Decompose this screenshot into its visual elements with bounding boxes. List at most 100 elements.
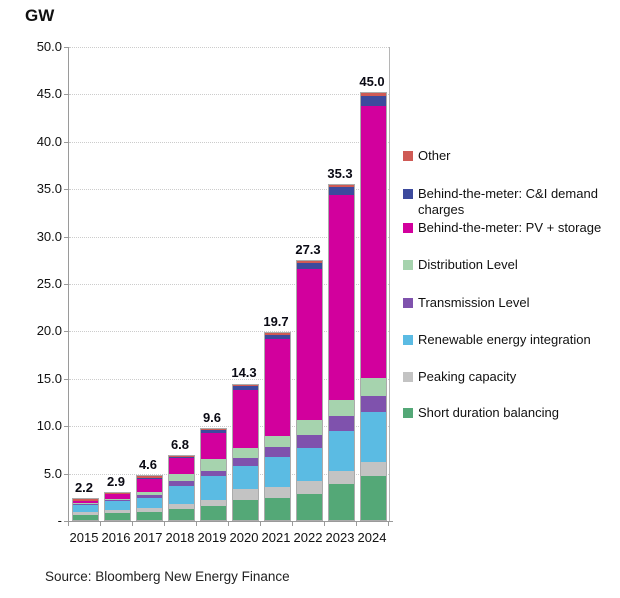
x-tick-mark <box>260 521 261 526</box>
legend-item: Other <box>403 148 617 164</box>
bar-segment <box>297 434 322 448</box>
gridline <box>69 47 389 48</box>
gridline <box>69 94 389 96</box>
y-tick-mark <box>64 378 68 380</box>
x-tick-label: 2020 <box>229 530 259 545</box>
legend-item: Behind-the-meter: PV + storage <box>403 220 617 236</box>
gridline <box>69 331 389 333</box>
bar-segment <box>329 430 354 471</box>
bar-segment <box>265 435 290 448</box>
y-tick-label: - <box>57 513 62 528</box>
bar-total-label: 35.3 <box>327 166 353 182</box>
x-tick-mark <box>356 521 357 526</box>
bar-segment <box>265 447 290 458</box>
legend-label: Behind-the-meter: C&I demand charges <box>418 186 598 218</box>
source-caption: Source: Bloomberg New Energy Finance <box>45 569 290 584</box>
bar-segment <box>233 457 258 466</box>
x-tick-label: 2024 <box>357 530 387 545</box>
bar-segment <box>361 93 386 97</box>
bar-segment <box>137 491 162 496</box>
bar-segment <box>265 457 290 487</box>
bar-segment <box>265 486 290 499</box>
bar-segment <box>105 512 130 520</box>
y-axis-unit-label: GW <box>25 6 55 25</box>
y-tick-mark <box>64 473 68 475</box>
legend-swatch <box>403 151 413 161</box>
y-tick-mark <box>64 141 68 143</box>
bar-segment <box>361 96 386 106</box>
bar-segment <box>233 500 258 520</box>
bar-segment <box>105 498 130 501</box>
legend-label: Transmission Level <box>418 295 530 310</box>
bar-segment <box>329 483 354 520</box>
bar-segment <box>105 501 130 511</box>
legend-label: Short duration balancing <box>418 405 559 420</box>
bar-segment <box>201 432 226 460</box>
bar-segment <box>105 494 130 499</box>
bar-segment <box>169 455 194 457</box>
bar-segment <box>297 268 322 421</box>
bar-segment <box>137 479 162 492</box>
bar-segment <box>233 465 258 490</box>
x-tick-label: 2016 <box>101 530 131 545</box>
stacked-bar-2022 <box>296 260 323 521</box>
legend-swatch <box>403 189 413 199</box>
y-tick-label: 40.0 <box>36 133 62 149</box>
bar-total-label: 2.2 <box>74 480 94 496</box>
stacked-bar-2018 <box>168 454 195 521</box>
bar-segment <box>361 411 386 463</box>
y-tick-mark <box>64 331 68 333</box>
bar-segment <box>233 447 258 458</box>
legend-swatch <box>403 298 413 308</box>
bar-segment <box>201 505 226 520</box>
legend-item: Renewable energy integration <box>403 332 617 348</box>
bar-segment <box>137 476 162 478</box>
legend-label: Renewable energy integration <box>418 332 591 347</box>
bar-segment <box>137 507 162 513</box>
x-tick-mark <box>100 521 101 526</box>
stacked-bar-2023 <box>328 184 355 521</box>
y-tick-label: 30.0 <box>36 228 62 244</box>
bar-segment <box>297 263 322 269</box>
y-tick-mark <box>64 189 68 191</box>
bar-segment <box>201 459 226 471</box>
bar-segment <box>233 384 258 387</box>
legend-item: Peaking capacity <box>403 369 617 385</box>
bar-segment <box>169 473 194 482</box>
legend-swatch <box>403 335 413 345</box>
bar-segment <box>297 447 322 482</box>
stacked-bar-2017 <box>136 475 163 521</box>
bar-segment <box>73 515 98 520</box>
stacked-bar-2019 <box>200 428 227 521</box>
bar-segment <box>201 476 226 501</box>
x-tick-mark <box>292 521 293 526</box>
bar-segment <box>169 508 194 520</box>
x-tick-mark <box>68 521 69 526</box>
legend-item: Behind-the-meter: C&I demand charges <box>403 186 617 219</box>
y-tick-label: 10.0 <box>36 418 62 434</box>
bar-segment <box>361 476 386 520</box>
x-tick-mark <box>132 521 133 526</box>
bar-segment <box>201 470 226 477</box>
bar-segment <box>169 485 194 504</box>
bar-segment <box>329 415 354 431</box>
y-tick-label: 45.0 <box>36 86 62 102</box>
bar-segment <box>361 462 386 477</box>
y-tick-label: 35.0 <box>36 181 62 197</box>
bar-segment <box>201 429 226 433</box>
bar-segment <box>233 390 258 448</box>
y-tick-label: 50.0 <box>36 39 62 54</box>
bar-segment <box>297 481 322 495</box>
legend-item: Transmission Level <box>403 295 617 311</box>
bar-total-label: 14.3 <box>231 365 257 381</box>
bar-total-label: 9.6 <box>202 409 222 425</box>
bar-segment <box>329 470 354 484</box>
bar-segment <box>73 503 98 505</box>
bar-segment <box>169 458 194 474</box>
bar-segment <box>105 500 130 502</box>
bar-segment <box>169 503 194 509</box>
y-tick-label: 25.0 <box>36 276 62 291</box>
legend-swatch <box>403 372 413 382</box>
stacked-bar-2020 <box>232 383 259 521</box>
